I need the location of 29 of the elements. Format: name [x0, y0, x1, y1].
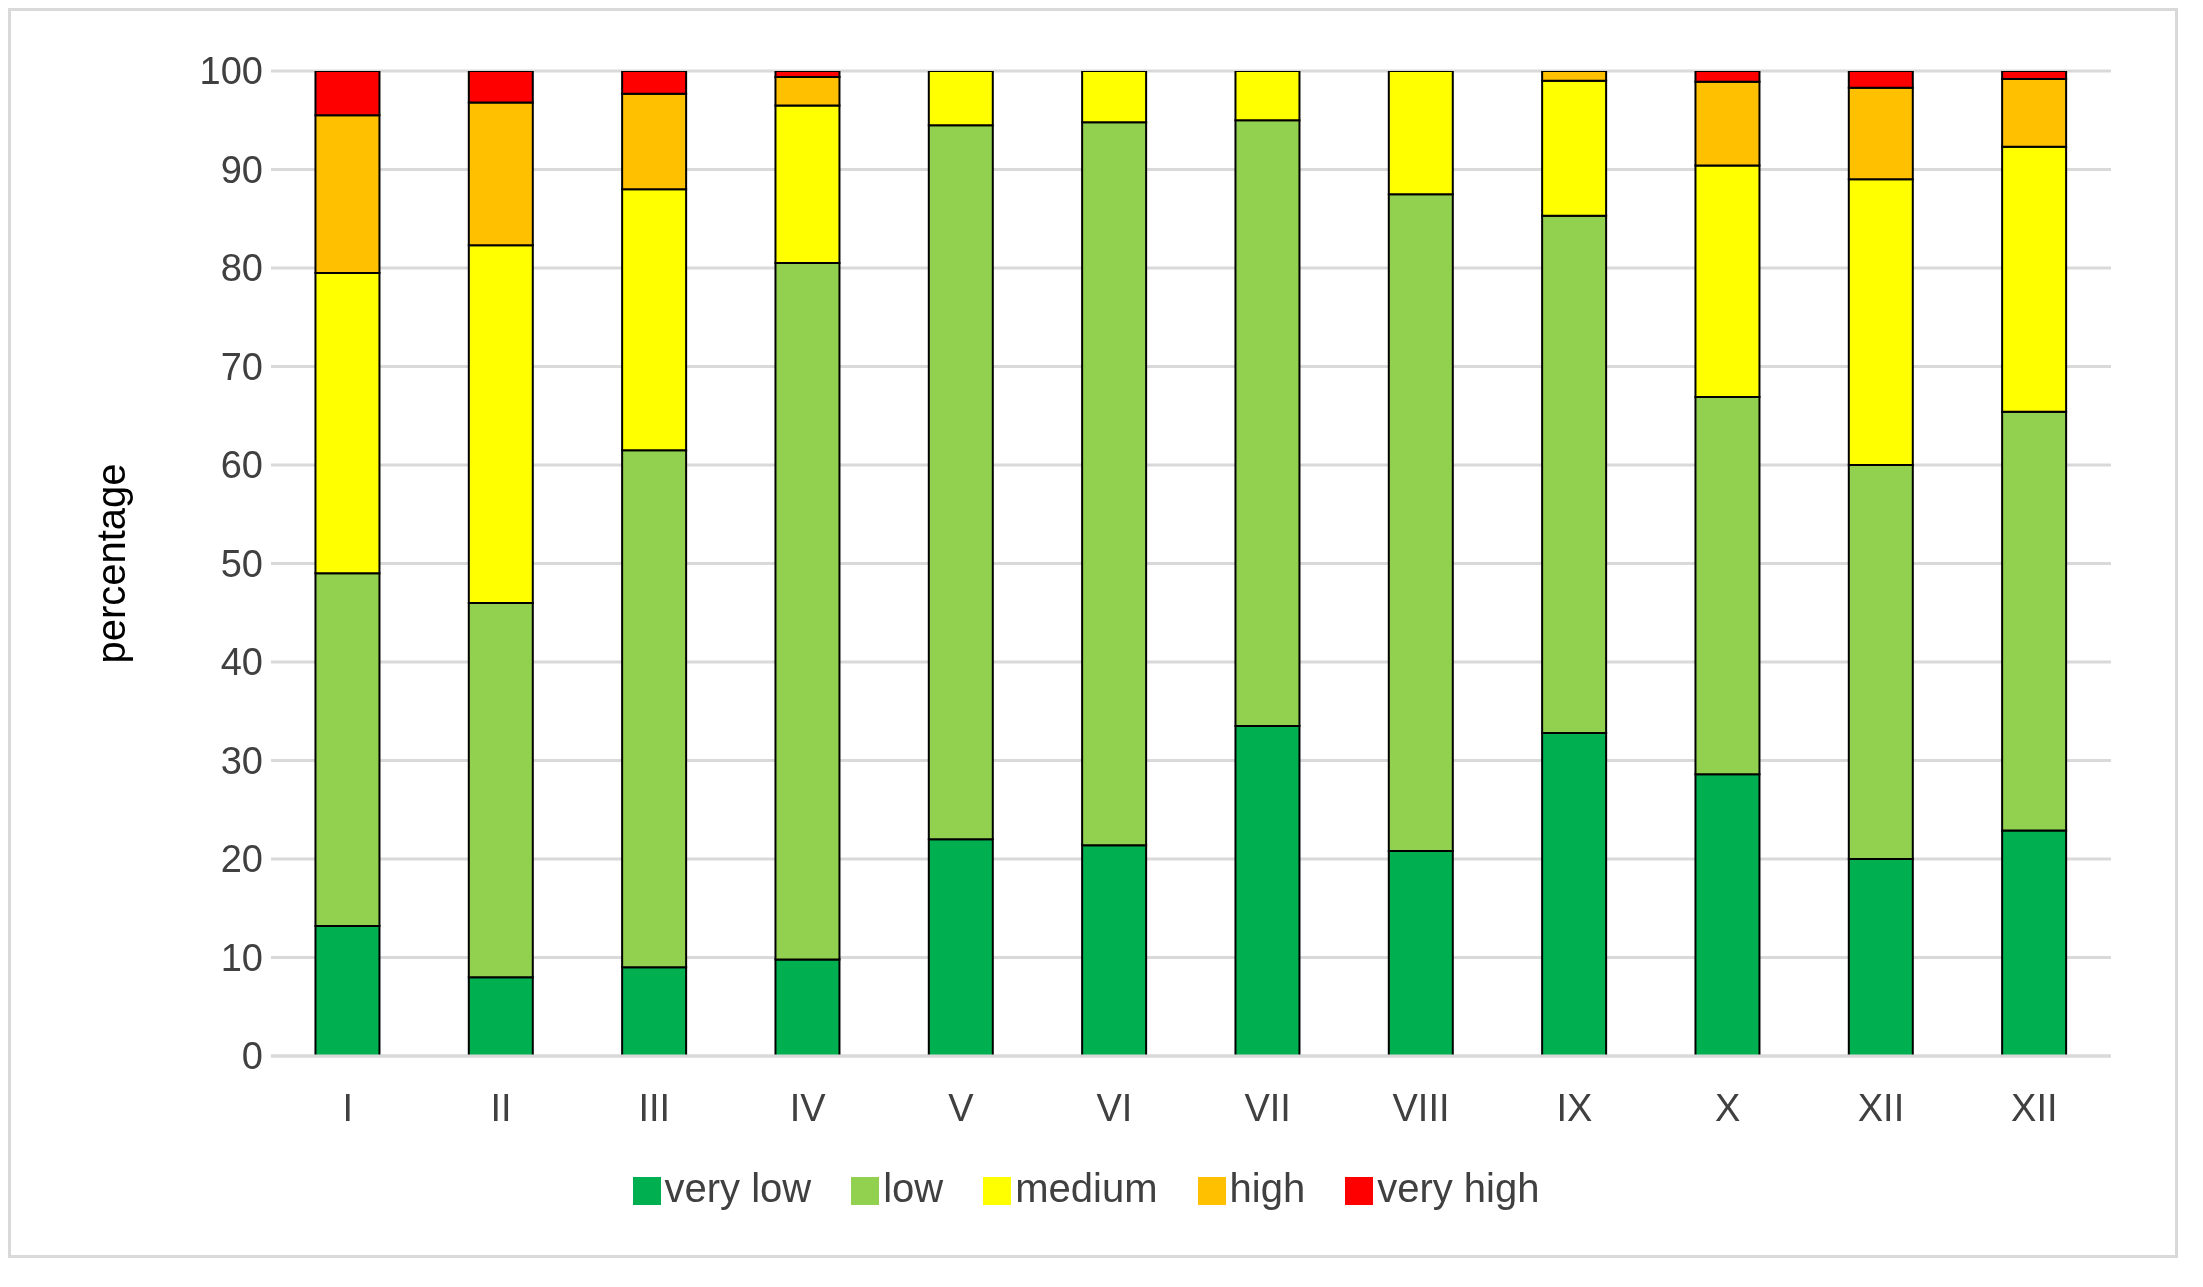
legend-label: low [883, 1166, 944, 1210]
y-tick-label: 90 [220, 148, 263, 191]
x-tick-label: II [490, 1086, 512, 1129]
x-tick-label: IV [789, 1086, 827, 1129]
y-tick-label: 10 [220, 936, 263, 979]
y-tick-label: 60 [220, 444, 263, 487]
y-tick-label: 0 [241, 1035, 263, 1078]
y-tick-label: 70 [220, 345, 263, 388]
x-tick-label: III [638, 1086, 671, 1129]
x-tick-label: X [1714, 1086, 1741, 1129]
legend-label: high [1229, 1166, 1306, 1210]
y-tick-label: 50 [220, 542, 263, 585]
x-tick-label: XII [1857, 1086, 1905, 1129]
x-tick-label: VII [1244, 1086, 1291, 1129]
legend-label: medium [1015, 1166, 1158, 1210]
x-tick-label: IX [1556, 1086, 1593, 1129]
x-tick-label: XII [2011, 1086, 2058, 1129]
legend-label: very high [1377, 1166, 1540, 1210]
y-tick-label: 20 [220, 838, 263, 881]
x-tick-label: V [948, 1086, 975, 1129]
y-tick-label: 80 [220, 247, 263, 290]
y-tick-label: 100 [199, 50, 263, 93]
y-axis-title: percentage [89, 463, 134, 664]
x-tick-label: VIII [1392, 1086, 1450, 1129]
x-tick-label: I [342, 1086, 353, 1129]
y-tick-label: 30 [220, 739, 263, 782]
x-tick-label: VI [1096, 1086, 1133, 1129]
y-tick-label: 40 [220, 641, 263, 684]
legend-label: very low [664, 1166, 812, 1210]
